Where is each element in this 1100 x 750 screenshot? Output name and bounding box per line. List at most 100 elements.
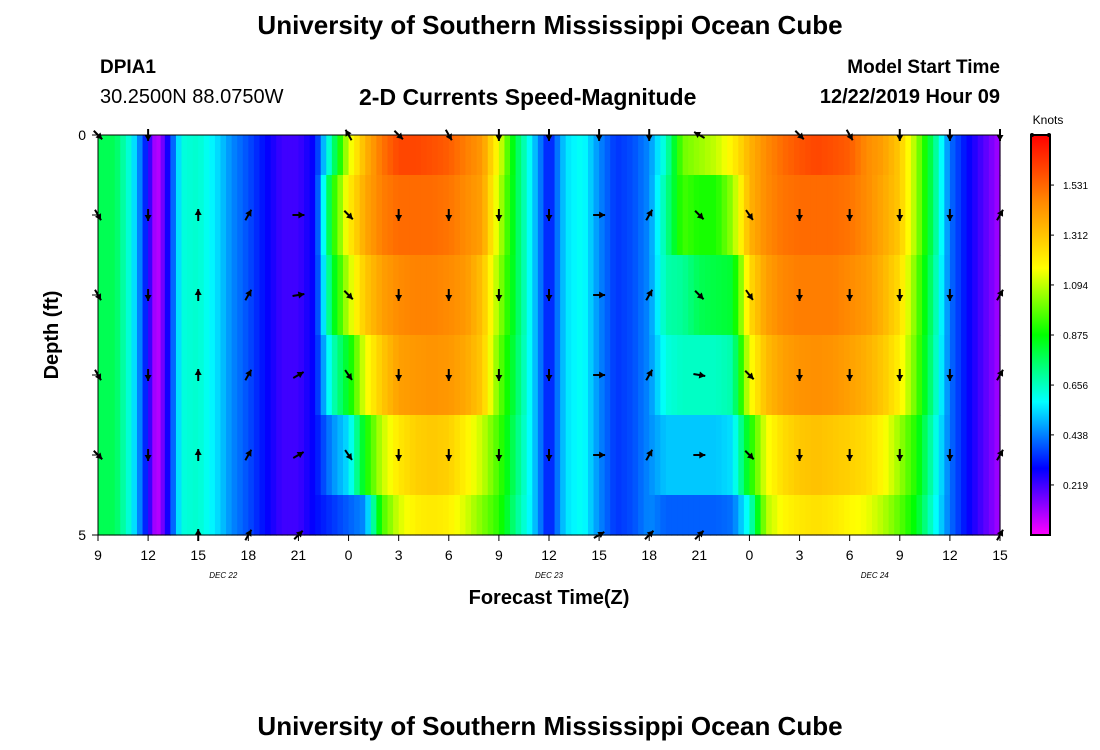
- vector-head: [395, 295, 403, 301]
- heatmap-cell: [315, 415, 322, 496]
- heatmap-cell: [437, 415, 444, 496]
- heatmap-cell: [576, 135, 584, 176]
- heatmap-cell: [103, 255, 110, 336]
- heatmap-cell: [482, 175, 489, 256]
- heatmap-cell: [253, 135, 261, 176]
- vector-head: [95, 452, 103, 460]
- heatmap-cell: [760, 135, 767, 176]
- heatmap-cell: [955, 335, 962, 416]
- heatmap-cell: [994, 495, 1001, 536]
- heatmap-cell: [743, 135, 751, 176]
- heatmap-cell: [420, 335, 428, 416]
- heatmap-cell: [771, 175, 778, 256]
- heatmap-cell: [510, 255, 517, 336]
- heatmap-cell: [721, 255, 728, 336]
- heatmap-cell: [315, 135, 322, 176]
- heatmap-cell: [231, 255, 238, 336]
- heatmap-cell: [136, 495, 144, 536]
- heatmap-cell: [370, 175, 377, 256]
- heatmap-cell: [521, 255, 528, 336]
- heatmap-cell: [604, 335, 611, 416]
- heatmap-cell: [599, 135, 606, 176]
- vector-head: [896, 215, 904, 221]
- heatmap-cell: [510, 335, 517, 416]
- heatmap-cell: [437, 495, 444, 536]
- heatmap-cell: [799, 135, 806, 176]
- heatmap-cell: [977, 135, 984, 176]
- heatmap-cell: [883, 135, 890, 176]
- x-tick-label: 9: [495, 547, 503, 563]
- heatmap-cell: [855, 135, 862, 176]
- heatmap-cell: [131, 415, 138, 496]
- vector-head: [645, 135, 653, 141]
- heatmap-cell: [304, 335, 311, 416]
- heatmap-cell: [160, 175, 166, 256]
- heatmap-cell: [961, 335, 968, 416]
- heatmap-cell: [871, 135, 879, 176]
- heatmap-cell: [994, 335, 1001, 416]
- heatmap-cell: [576, 495, 584, 536]
- vector-head: [545, 455, 553, 461]
- heatmap-cell: [309, 495, 316, 536]
- heatmap-cell: [949, 495, 957, 536]
- heatmap-cell: [721, 135, 728, 176]
- colorbar-tick-label: 0.438: [1063, 431, 1088, 442]
- vector-head: [396, 132, 403, 140]
- current-vector: [144, 449, 152, 461]
- heatmap-cell: [381, 335, 389, 416]
- heatmap-cell: [242, 415, 249, 496]
- heatmap-cell: [142, 495, 149, 536]
- heatmap-cell: [671, 175, 678, 256]
- heatmap-cell: [164, 415, 171, 496]
- heatmap-cell: [860, 255, 867, 336]
- heatmap-cell: [899, 495, 906, 536]
- heatmap-cell: [160, 495, 166, 536]
- vector-head: [95, 132, 103, 140]
- heatmap-cell: [342, 335, 350, 416]
- heatmap-cell: [810, 255, 817, 336]
- y-tick-label: 0: [78, 127, 86, 143]
- heatmap-cell: [342, 255, 350, 336]
- heatmap-cell: [983, 335, 990, 416]
- heatmap-cell: [242, 175, 249, 256]
- current-vector: [796, 289, 804, 301]
- heatmap-cell: [766, 415, 773, 496]
- heatmap-cell: [710, 495, 717, 536]
- heatmap-cell: [192, 175, 199, 256]
- heatmap-cell: [621, 175, 628, 256]
- vector-head: [746, 452, 754, 460]
- heatmap-cell: [426, 415, 433, 496]
- heatmap-cell: [888, 135, 895, 176]
- vector-head: [896, 375, 904, 381]
- heatmap-cell: [582, 255, 589, 336]
- heatmap-cell: [348, 415, 355, 496]
- heatmap-cell: [443, 495, 450, 536]
- heatmap-cell: [649, 255, 656, 336]
- heatmap-cell: [587, 175, 595, 256]
- vector-head: [144, 375, 152, 381]
- vector-head: [245, 369, 252, 377]
- heatmap-cell: [615, 255, 622, 336]
- heatmap-cell: [632, 495, 639, 536]
- heatmap-cell: [832, 495, 840, 536]
- heatmap-cell: [326, 415, 333, 496]
- heatmap-cell: [755, 495, 762, 536]
- heatmap-cell: [526, 135, 533, 176]
- heatmap-cell: [253, 255, 261, 336]
- current-vector: [194, 369, 202, 381]
- heatmap-cell: [771, 255, 778, 336]
- vector-head: [946, 455, 954, 461]
- heatmap-cell: [660, 335, 667, 416]
- heatmap-cell: [877, 335, 884, 416]
- heatmap-cell: [287, 135, 294, 176]
- heatmap-cell: [198, 335, 205, 416]
- heatmap-cell: [465, 175, 472, 256]
- colorbar-label: Knots: [1033, 113, 1064, 127]
- heatmap-cell: [487, 135, 494, 176]
- heatmap-cell: [209, 495, 216, 536]
- heatmap-cell: [727, 175, 734, 256]
- y-axis: 05: [78, 127, 98, 543]
- heatmap-cell: [242, 255, 249, 336]
- heatmap-cell: [98, 335, 105, 416]
- heatmap-cell: [643, 135, 650, 176]
